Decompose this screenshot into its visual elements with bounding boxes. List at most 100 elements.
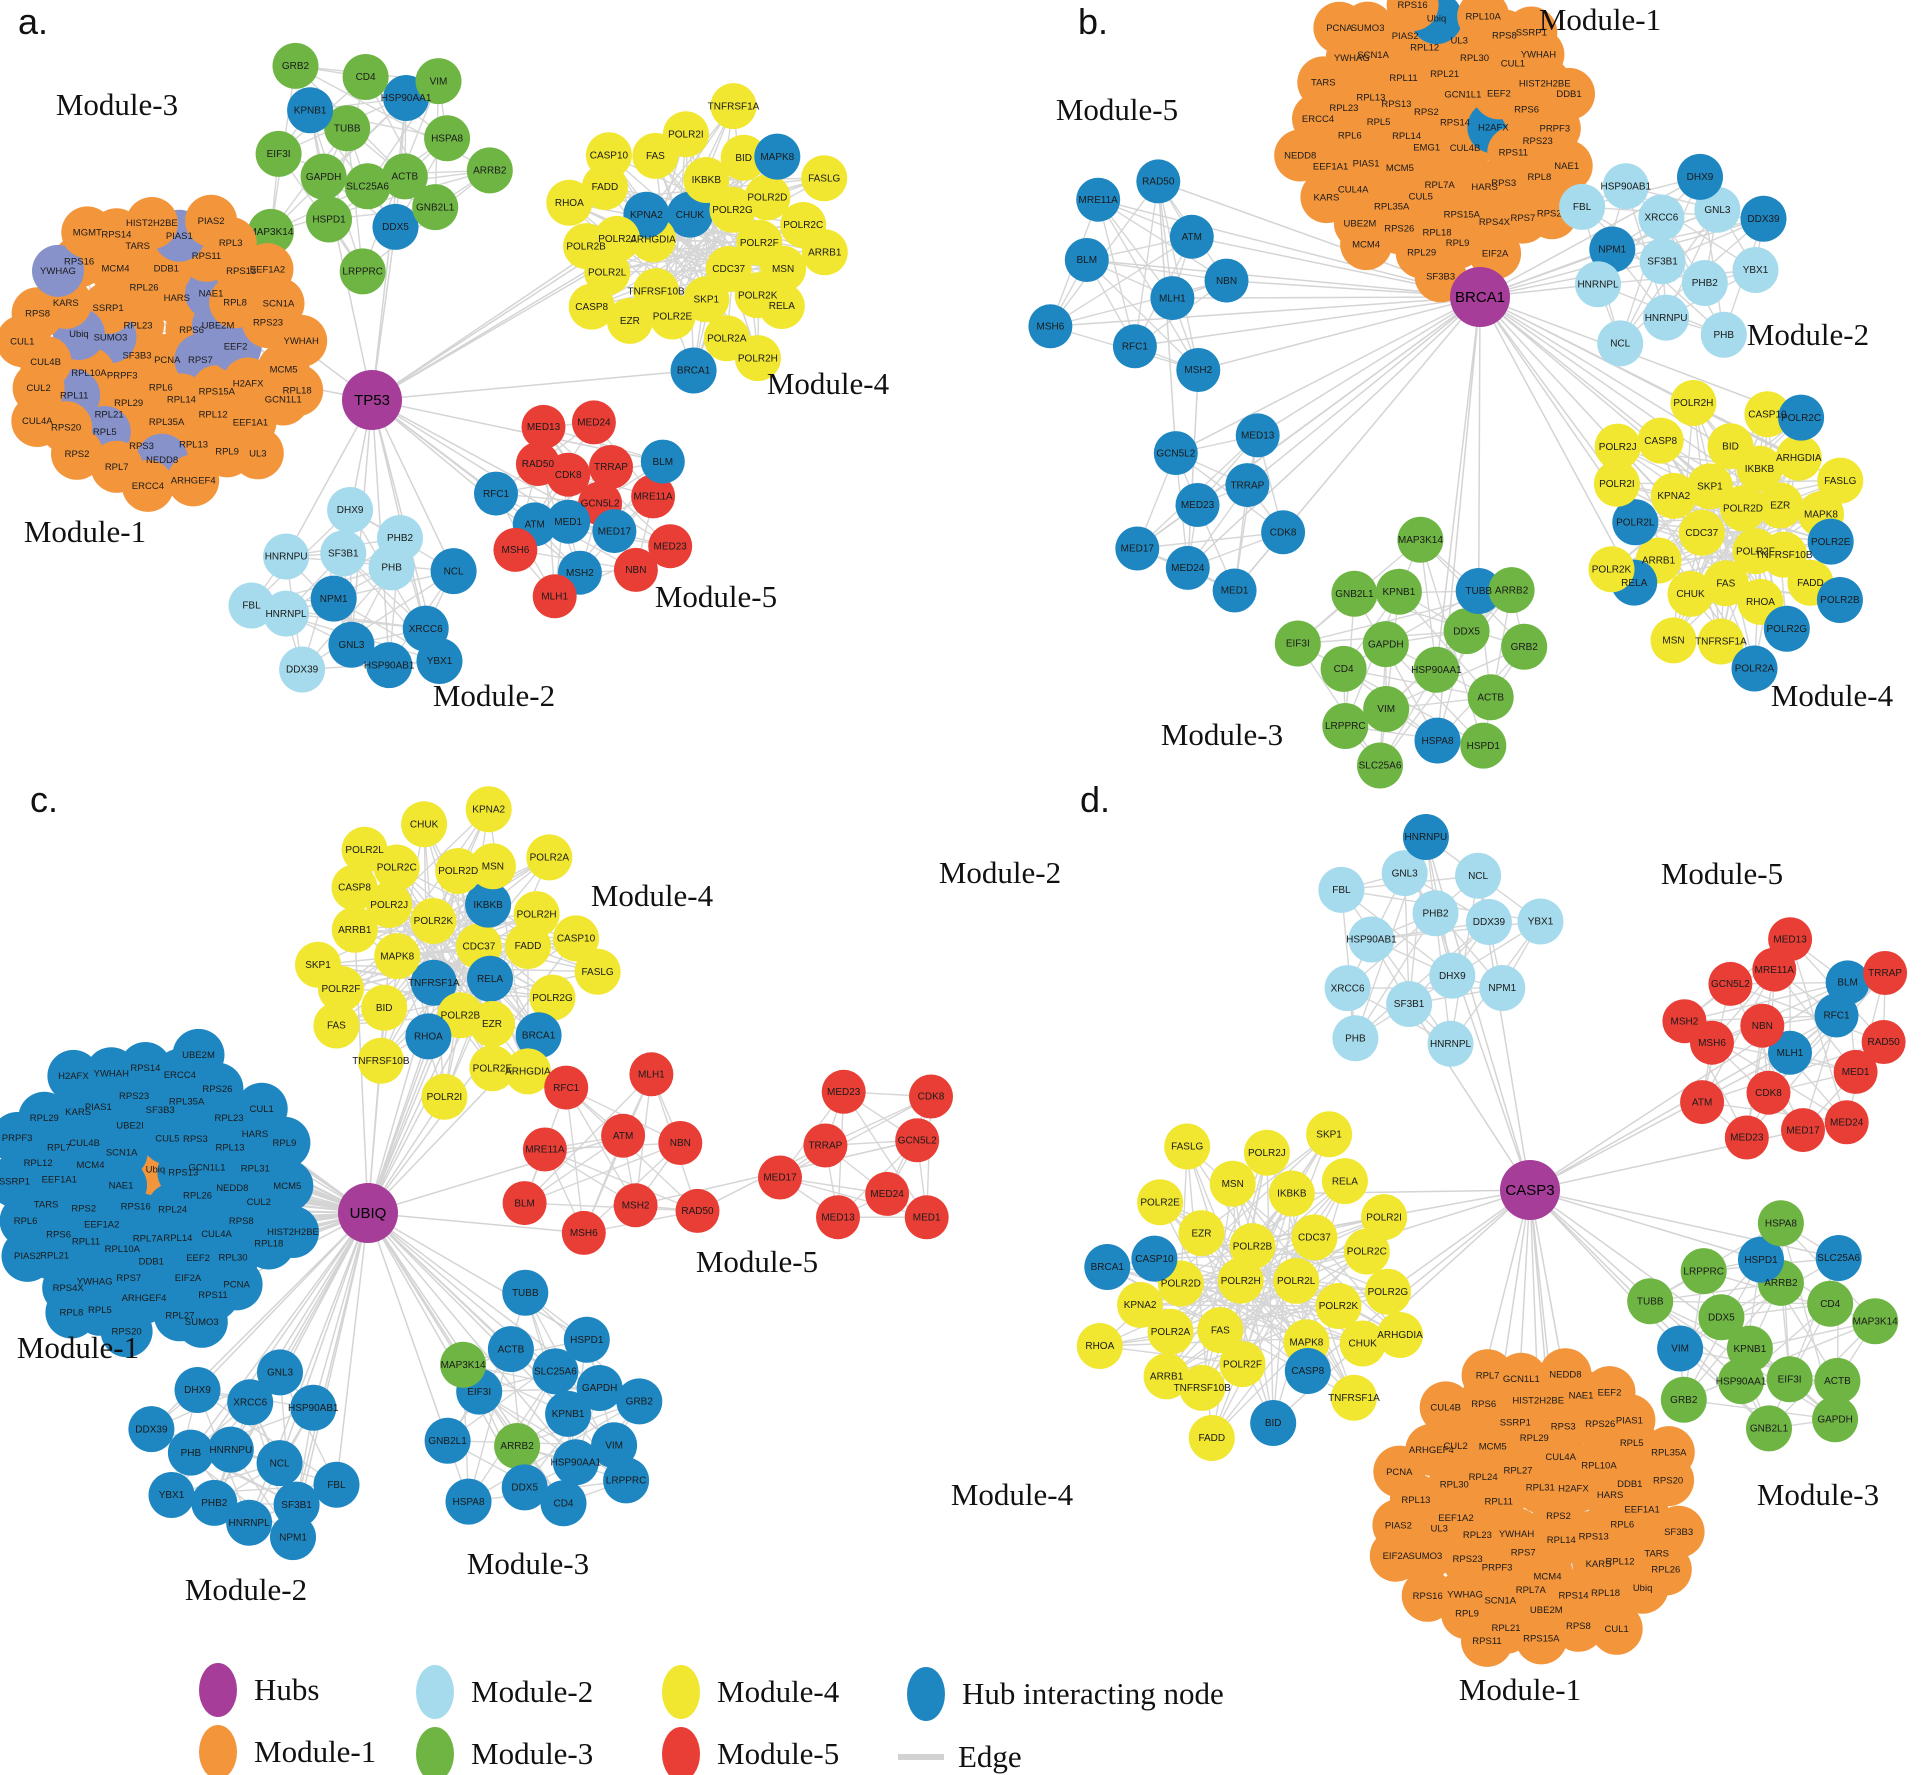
node-dhx9 xyxy=(1429,952,1476,999)
node-mre11a xyxy=(1076,177,1121,222)
node-med24 xyxy=(865,1171,910,1216)
node-label: GRB2 xyxy=(1670,1395,1698,1406)
node-grb2 xyxy=(1660,1376,1707,1423)
node-label: RHOA xyxy=(1085,1341,1114,1352)
node-lrpprc xyxy=(1680,1248,1727,1295)
node-label: ACTB xyxy=(391,172,418,183)
node-label: GNB2L1 xyxy=(1335,589,1374,600)
node-label: POLR2B xyxy=(441,1010,481,1021)
node-label: POLR2C xyxy=(1347,1247,1387,1258)
node-blm xyxy=(1064,238,1109,282)
node-label: UL3 xyxy=(249,449,266,460)
node-label: GCN1L1 xyxy=(265,395,302,406)
module-caption: Module-3 xyxy=(1161,717,1283,752)
node-label: NCL xyxy=(1610,339,1630,350)
node-label: NAE1 xyxy=(199,288,224,299)
node-label: ERCC4 xyxy=(132,481,164,492)
node-phb2 xyxy=(1412,890,1459,937)
node-chuk xyxy=(666,191,713,238)
node-label: EIF2A xyxy=(1482,249,1509,260)
node-label: RPS7 xyxy=(1510,213,1535,224)
node-med23 xyxy=(648,524,693,569)
node-label: POLR2F xyxy=(740,238,779,249)
node-label: MED13 xyxy=(1241,431,1275,442)
node-phb xyxy=(1700,311,1747,358)
node-label: FADD xyxy=(515,941,542,952)
node-label: ARHGEF4 xyxy=(122,1293,167,1304)
node-label: RPL29 xyxy=(30,1113,59,1124)
node-label: CDC37 xyxy=(1685,528,1718,539)
node-label: RPL7A xyxy=(133,1233,164,1244)
node-label: FAS xyxy=(1211,1325,1230,1336)
node-label: RPL23 xyxy=(214,1113,243,1124)
node-gnl3 xyxy=(257,1349,303,1396)
node-label: GAPDH xyxy=(306,172,342,183)
node-label: PRPF3 xyxy=(1482,1562,1513,1573)
node-label: SF3B1 xyxy=(328,549,359,560)
module-caption: Module-2 xyxy=(433,678,555,713)
node-casp10 xyxy=(1131,1235,1178,1282)
node-label: POLR2G xyxy=(712,205,753,216)
node-sf3b1 xyxy=(1639,238,1686,285)
node-label: SUMO3 xyxy=(1409,1551,1443,1562)
node-cdc37 xyxy=(1678,509,1725,556)
legend-swatch-module-1 xyxy=(199,1725,237,1775)
node-label: CUL1 xyxy=(10,336,34,347)
node-nbn xyxy=(658,1121,703,1165)
node-polr2i xyxy=(421,1073,468,1120)
node-label: DHX9 xyxy=(184,1385,211,1396)
node-label: POLR2F xyxy=(1736,546,1775,557)
node-dhx9 xyxy=(1677,153,1723,200)
node-label: HNRNPL xyxy=(265,609,307,620)
node-label: NBN xyxy=(1752,1021,1773,1032)
node-polr2h xyxy=(1217,1257,1264,1304)
node-label: RPL5 xyxy=(88,1305,112,1316)
node-label: RPL18 xyxy=(283,385,312,396)
node-label: MAPK8 xyxy=(1289,1338,1323,1349)
node-label: MSH2 xyxy=(622,1201,650,1212)
node-label: RPS20 xyxy=(1653,1475,1683,1486)
node-mcm5 xyxy=(261,1159,314,1212)
node-ddx39 xyxy=(1740,195,1787,242)
node-fas xyxy=(1197,1307,1244,1354)
node-label: RPL35A xyxy=(149,417,185,428)
node-trrap xyxy=(589,445,633,489)
node-polr2d xyxy=(435,848,482,894)
node-label: MSH6 xyxy=(502,545,530,556)
node-arrb2 xyxy=(494,1423,541,1469)
node-phb xyxy=(1332,1015,1379,1062)
node-rpl26 xyxy=(1639,1543,1692,1596)
node-label: EEF1A1 xyxy=(1313,161,1348,172)
module-caption: Module-2 xyxy=(939,855,1061,890)
node-label: RPL7A xyxy=(1425,180,1456,191)
panel-d-module-2: PHB2 DHX9 HSP90AB1 DDX39 SF3B1 GNL3 NPM1 XRCC6 N… xyxy=(1318,814,1564,1067)
node-label: POLR2J xyxy=(1599,442,1637,453)
node-map3k14 xyxy=(440,1341,487,1388)
node-med24 xyxy=(1824,1100,1869,1145)
node-tars xyxy=(1297,56,1350,109)
node-label: MRE11A xyxy=(1079,195,1119,206)
node-cdk8 xyxy=(1261,510,1306,555)
node-ercc4 xyxy=(121,459,174,512)
node-label: HARS xyxy=(1471,182,1497,193)
node-label: YWHAH xyxy=(284,336,320,347)
node-label: YWHAG xyxy=(1334,53,1370,64)
node-label: SF3B3 xyxy=(146,1105,175,1116)
node-label: ARRB1 xyxy=(1150,1372,1184,1383)
node-label: RAD50 xyxy=(681,1206,714,1217)
node-msn xyxy=(1209,1160,1256,1207)
node-label: EZR xyxy=(1192,1228,1212,1239)
node-slc25a6 xyxy=(532,1348,579,1395)
node-faslg xyxy=(1164,1123,1211,1170)
node-label: RPL7 xyxy=(1476,1370,1500,1381)
node-actb xyxy=(1467,674,1514,721)
node-label: RPL3 xyxy=(219,238,243,249)
node-label: POLR2F xyxy=(1223,1359,1262,1370)
node-label: HNRNPU xyxy=(1405,832,1448,843)
module-caption: Module-3 xyxy=(1757,1477,1879,1512)
node-label: RPL35A xyxy=(169,1097,205,1108)
node-pias2 xyxy=(185,194,238,247)
node-med23 xyxy=(1724,1115,1769,1160)
hub-label: CASP3 xyxy=(1505,1182,1554,1199)
node-label: PRPF3 xyxy=(1539,124,1570,135)
